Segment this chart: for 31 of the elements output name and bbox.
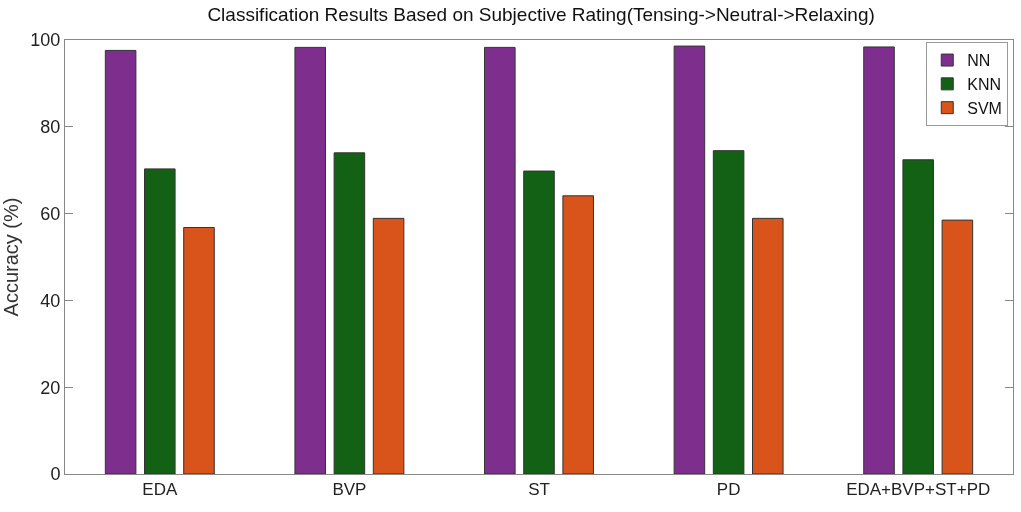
y-tick-label: 80	[40, 117, 61, 138]
x-tick-label: EDA	[142, 480, 178, 500]
bar	[333, 152, 366, 474]
bar	[523, 170, 555, 474]
x-tick-label: BVP	[332, 480, 367, 500]
y-tick-label: 20	[40, 377, 61, 398]
bar	[673, 45, 706, 474]
bar	[752, 217, 784, 474]
bar	[183, 226, 215, 474]
legend-label: SVM	[967, 99, 1002, 117]
bar	[144, 168, 176, 474]
bar	[863, 46, 895, 474]
bar	[562, 195, 594, 474]
y-tick-label: 40	[40, 290, 61, 311]
x-tick-label: ST	[528, 480, 550, 500]
legend-label: KNN	[967, 76, 1002, 94]
bar	[902, 159, 934, 474]
y-tick-label: 0	[50, 464, 61, 485]
bar	[104, 49, 137, 474]
bar	[294, 46, 326, 474]
x-tick-label: PD	[716, 480, 741, 500]
y-tick-label: 60	[40, 203, 61, 224]
chart-title: Classification Results Based on Subjective Rating(Tensing->Neutral->Relaxing)	[207, 3, 875, 25]
y-axis-title: Accuracy (%)	[0, 197, 22, 317]
bar	[372, 217, 405, 474]
bar	[484, 46, 516, 474]
bar	[712, 150, 745, 474]
legend-label: NN	[967, 52, 991, 70]
y-tick-label: 100	[30, 30, 61, 51]
x-tick-label: EDA+BVP+ST+PD	[846, 480, 991, 500]
bar	[941, 219, 974, 474]
